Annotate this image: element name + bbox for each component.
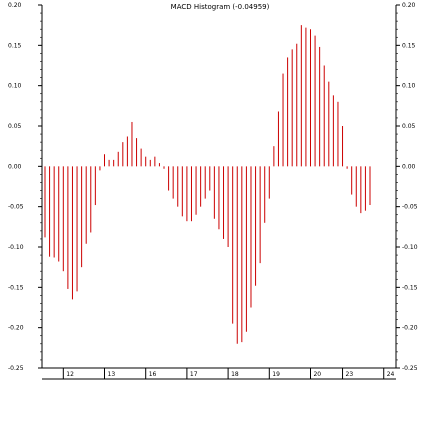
y-tick-label-right: 0.00 xyxy=(402,163,416,170)
y-tick-label-left: -0.15 xyxy=(8,284,24,291)
y-tick-label-left: 0.00 xyxy=(8,163,22,170)
y-tick-label-right: -0.15 xyxy=(402,284,418,291)
x-tick-label: 16 xyxy=(149,371,157,378)
y-tick-label-left: 0.20 xyxy=(8,2,22,9)
y-tick-label-left: 0.05 xyxy=(8,123,22,130)
x-tick-label: 13 xyxy=(108,371,116,378)
x-tick-label: 17 xyxy=(190,371,198,378)
y-tick-label-right: 0.20 xyxy=(402,2,416,9)
y-tick-label-right: 0.05 xyxy=(402,123,416,130)
y-tick-label-right: -0.20 xyxy=(402,325,418,332)
y-tick-label-left: -0.05 xyxy=(8,204,24,211)
x-tick-label: 18 xyxy=(231,371,239,378)
x-tick-label: 19 xyxy=(272,371,280,378)
x-tick-label: 12 xyxy=(66,371,74,378)
y-tick-label-right: 0.15 xyxy=(402,42,416,49)
chart-title: MACD Histogram (-0.04959) xyxy=(171,3,270,11)
x-tick-label: 20 xyxy=(313,371,321,378)
y-tick-label-left: -0.20 xyxy=(8,325,24,332)
y-tick-label-left: -0.10 xyxy=(8,244,24,251)
y-tick-label-right: -0.10 xyxy=(402,244,418,251)
y-tick-label-right: 0.10 xyxy=(402,83,416,90)
y-tick-label-left: -0.25 xyxy=(8,365,24,372)
y-tick-label-right: -0.05 xyxy=(402,204,418,211)
x-tick-label: 24 xyxy=(387,371,395,378)
y-tick-label-left: 0.10 xyxy=(8,83,22,90)
y-tick-label-right: -0.25 xyxy=(402,365,418,372)
x-tick-label: 23 xyxy=(346,371,354,378)
y-tick-label-left: 0.15 xyxy=(8,42,22,49)
